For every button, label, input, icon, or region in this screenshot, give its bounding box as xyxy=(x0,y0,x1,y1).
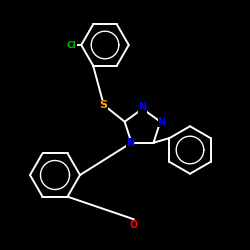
Text: Cl: Cl xyxy=(67,40,76,50)
Text: O: O xyxy=(130,220,138,230)
Text: N: N xyxy=(138,102,146,113)
Text: S: S xyxy=(100,100,108,110)
Text: N: N xyxy=(158,117,166,127)
Text: N: N xyxy=(126,138,134,148)
